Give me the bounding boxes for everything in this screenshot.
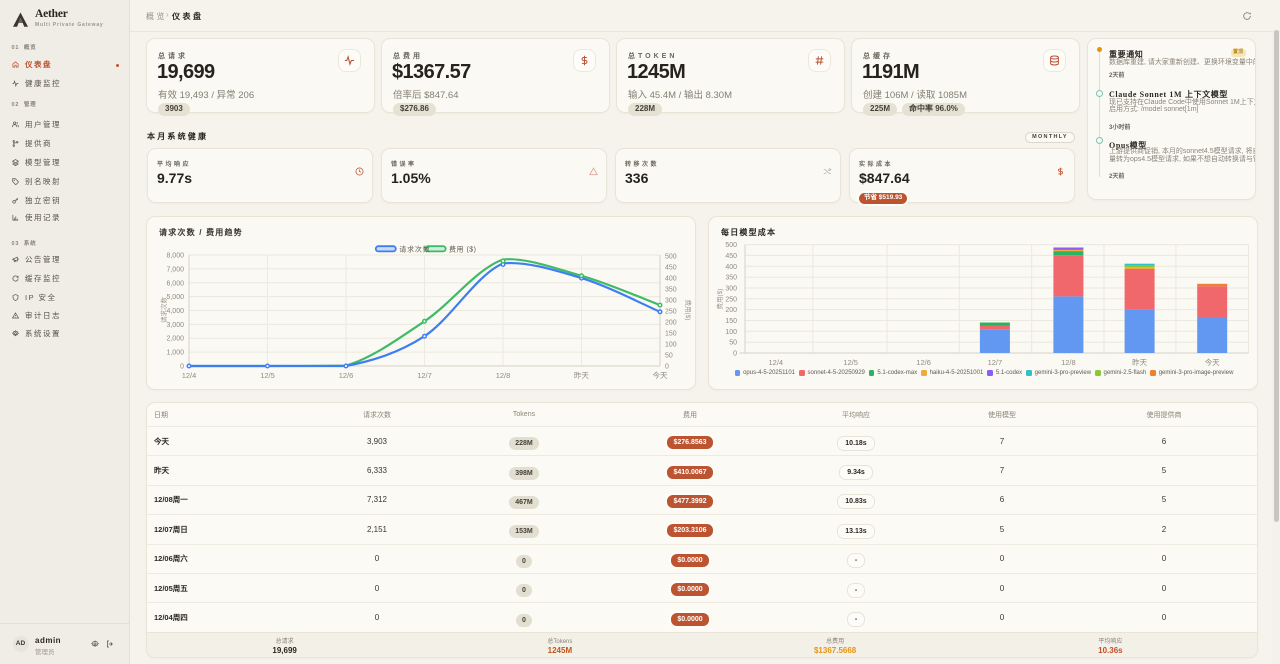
svg-text:450: 450 <box>665 265 677 272</box>
svg-text:费用($): 费用($) <box>684 300 693 321</box>
svg-text:12/5: 12/5 <box>843 358 858 367</box>
svg-text:100: 100 <box>665 342 677 349</box>
svg-text:12/6: 12/6 <box>339 371 354 380</box>
svg-text:0: 0 <box>665 364 669 371</box>
svg-text:50: 50 <box>729 340 737 347</box>
svg-text:12/7: 12/7 <box>988 358 1003 367</box>
svg-text:12/4: 12/4 <box>182 371 197 380</box>
svg-text:500: 500 <box>725 242 737 249</box>
svg-text:0: 0 <box>733 351 737 358</box>
svg-text:4,000: 4,000 <box>166 308 184 315</box>
svg-text:500: 500 <box>665 254 677 261</box>
svg-text:12/8: 12/8 <box>496 371 511 380</box>
svg-text:8,000: 8,000 <box>166 253 184 260</box>
svg-text:12/6: 12/6 <box>916 358 931 367</box>
svg-text:费用 ($): 费用 ($) <box>449 245 477 254</box>
svg-text:400: 400 <box>665 276 677 283</box>
svg-text:12/8: 12/8 <box>1061 358 1076 367</box>
svg-text:350: 350 <box>665 287 677 294</box>
svg-text:7,000: 7,000 <box>166 266 184 273</box>
svg-text:请求次数: 请求次数 <box>159 297 168 324</box>
svg-text:3,000: 3,000 <box>166 322 184 329</box>
svg-text:250: 250 <box>725 296 737 303</box>
svg-text:300: 300 <box>725 286 737 293</box>
svg-text:请求次数: 请求次数 <box>399 245 430 254</box>
svg-text:12/5: 12/5 <box>260 371 275 380</box>
svg-text:昨天: 昨天 <box>574 370 589 380</box>
svg-text:250: 250 <box>665 309 677 316</box>
svg-text:今天: 今天 <box>1205 357 1221 367</box>
svg-text:150: 150 <box>725 318 737 325</box>
svg-text:5,000: 5,000 <box>166 294 184 301</box>
svg-text:2,000: 2,000 <box>166 336 184 343</box>
svg-text:200: 200 <box>665 320 677 327</box>
svg-text:0: 0 <box>180 364 184 371</box>
svg-text:200: 200 <box>725 307 737 314</box>
svg-text:350: 350 <box>725 275 737 282</box>
svg-text:50: 50 <box>665 353 673 360</box>
svg-text:400: 400 <box>725 264 737 271</box>
svg-text:12/7: 12/7 <box>417 371 432 380</box>
svg-text:150: 150 <box>665 331 677 338</box>
svg-text:今天: 今天 <box>653 370 668 380</box>
svg-text:450: 450 <box>725 253 737 260</box>
svg-text:1,000: 1,000 <box>166 350 184 357</box>
svg-text:12/4: 12/4 <box>768 358 783 367</box>
svg-text:费用($): 费用($) <box>715 289 724 310</box>
svg-text:昨天: 昨天 <box>1132 357 1148 367</box>
svg-text:300: 300 <box>665 298 677 305</box>
svg-text:6,000: 6,000 <box>166 280 184 287</box>
svg-text:100: 100 <box>725 329 737 336</box>
